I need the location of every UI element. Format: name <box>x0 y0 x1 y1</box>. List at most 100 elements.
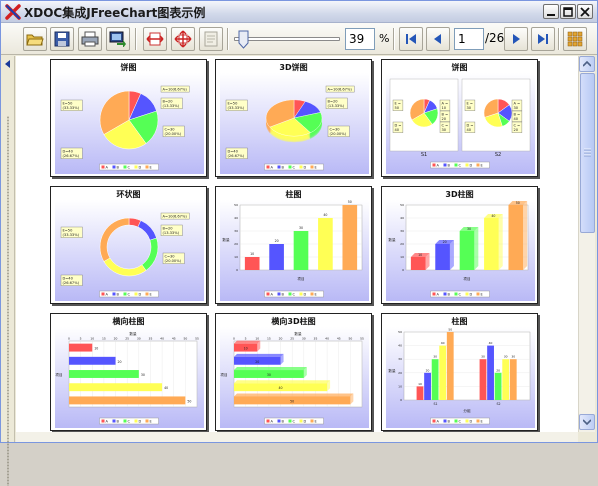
side-panel-gutter[interactable] <box>1 56 15 486</box>
chart-legend <box>264 417 324 425</box>
bar-value-label: 30 <box>299 226 303 230</box>
slice-label-box <box>60 99 83 111</box>
fit-page-button[interactable] <box>171 27 195 51</box>
splitter-grip[interactable] <box>7 116 9 486</box>
chart-thumbnail[interactable]: A=10(6.67%) B=20 (13.33%) C=30 (20.00%) D=40(… <box>50 59 207 177</box>
slice-label-text: (33.33%) <box>63 233 80 237</box>
legend-swatch <box>476 292 480 296</box>
slice-label-box <box>325 97 348 109</box>
slice-label-box <box>60 226 83 238</box>
y-tick-label: 30 <box>234 229 238 233</box>
legend-label: C <box>128 420 131 424</box>
bar-value-label: 10 <box>244 347 248 351</box>
bar-value-label: 40 <box>491 214 495 218</box>
minimize-button[interactable] <box>543 4 559 19</box>
thumbnail-title: 饼图 <box>451 63 468 72</box>
actual-size-button[interactable] <box>199 27 223 51</box>
zoom-input[interactable] <box>345 28 375 50</box>
arrow-down-icon <box>583 419 591 425</box>
scrollbar-thumb[interactable] <box>580 73 595 233</box>
grid-icon <box>567 31 583 47</box>
save-button[interactable] <box>50 27 74 51</box>
chart-thumbnail[interactable]: 0 10 20 30 40 50 数量 10 20 30 40 50 项目 A B C D E 柱图 <box>215 186 372 304</box>
bar-b <box>234 356 281 365</box>
x-axis-title: 数量 <box>129 331 137 336</box>
bar-value-label: 10 <box>94 347 98 351</box>
thumbnail-view-button[interactable] <box>563 27 587 51</box>
chart-svg: A=10(6.67%)B=20(13.33%)C=30(20.00%)D=40(… <box>55 73 204 174</box>
x-tick-label: 25 <box>125 337 129 341</box>
legend-label: A <box>271 166 274 170</box>
chart-thumbnail[interactable]: A=10(6.67%) B=20 (13.33%) C=30 (20.00%) D=40(… <box>50 186 207 304</box>
legend-swatch <box>145 419 149 423</box>
legend-label: E <box>481 164 483 168</box>
close-icon <box>580 6 590 17</box>
maximize-button[interactable] <box>560 4 576 19</box>
legend-label: B <box>282 420 285 424</box>
export-icon <box>109 31 126 47</box>
slice-label-text: (20.00%) <box>165 259 182 263</box>
slice-label-text: B=20 <box>163 99 174 103</box>
export-button[interactable] <box>106 27 130 51</box>
fit-width-button[interactable] <box>143 27 167 51</box>
next-page-button[interactable] <box>504 27 528 51</box>
slice-label-box <box>511 110 523 122</box>
horizontal-scroll-area[interactable] <box>16 432 578 442</box>
scroll-up-button[interactable] <box>579 56 595 72</box>
last-page-button[interactable] <box>531 27 555 51</box>
x-tick-label: 35 <box>149 337 153 341</box>
chart-thumbnail[interactable]: 0 10 20 30 40 50 数量 10 20 30 40 50 项目 A B C D E 3D柱图 <box>381 186 538 304</box>
bar-e <box>509 359 517 400</box>
legend-swatch <box>266 165 270 169</box>
slice-label-box <box>439 110 451 122</box>
scroll-down-button[interactable] <box>579 414 595 430</box>
legend-label: E <box>150 293 152 297</box>
bar-top <box>234 353 284 357</box>
bar-value-label: 30 <box>504 355 508 359</box>
close-button[interactable] <box>577 4 593 19</box>
slice-label-text: 30 <box>514 106 519 110</box>
chart-thumbnail[interactable]: 0 10 20 30 40 50 数量 10 20 30 40 50 S1 30 40 20 30 30 S2 分组 A… <box>381 313 538 431</box>
print-button[interactable] <box>78 27 102 51</box>
slice-label-text: C=30 <box>330 127 341 131</box>
x-tick-label: 15 <box>102 337 106 341</box>
zoom-slider-track[interactable] <box>234 37 340 41</box>
thumbnail-title: 3D柱图 <box>445 190 474 199</box>
title-bar[interactable]: XDOC集成JFreeChart图表示例 <box>1 1 597 23</box>
bar-value-label: 50 <box>448 328 452 332</box>
bar-a <box>244 257 260 270</box>
vertical-scrollbar[interactable] <box>578 56 595 432</box>
slice-label-box <box>162 252 185 264</box>
first-page-button[interactable] <box>399 27 423 51</box>
bar-side <box>350 393 354 405</box>
zoom-slider-thumb[interactable] <box>238 30 249 49</box>
y-tick-label: 10 <box>400 255 404 259</box>
legend-swatch <box>299 292 303 296</box>
chart-thumbnail[interactable]: 数量 0 5 10 15 20 25 30 35 40 45 50 55 项目 10 20 30 40 50 A B C D… <box>215 313 372 431</box>
legend-swatch <box>134 165 138 169</box>
maximize-icon <box>563 6 573 17</box>
open-button[interactable] <box>23 27 47 51</box>
legend-swatch <box>145 292 149 296</box>
x-tick-label: 0 <box>233 337 235 341</box>
bar-value-label: 10 <box>250 252 254 256</box>
bar-c <box>459 231 475 270</box>
chart-thumbnail[interactable]: S1 E = 50 A = 10 D = 40 B = 20 C = 30 S2 E = 30… <box>381 59 538 177</box>
xdoc-logo-icon <box>5 4 21 20</box>
x-tick-label: 40 <box>160 337 164 341</box>
legend-swatch <box>310 419 314 423</box>
chart-thumbnail[interactable]: A=10(6.67%) B=20 (13.33%) C=30 (20.00%) D=40(… <box>215 59 372 177</box>
previous-page-button[interactable] <box>426 27 450 51</box>
legend-label: D <box>304 293 307 297</box>
legend-swatch <box>299 419 303 423</box>
thumbnail-canvas[interactable]: A=10(6.67%) B=20 (13.33%) C=30 (20.00%) D=40(… <box>16 56 578 432</box>
legend-swatch <box>443 419 447 423</box>
chart-thumbnail[interactable]: 数量 0 5 10 15 20 25 30 35 40 45 50 55 项目 10 20 30 40 50 A B C D… <box>50 313 207 431</box>
legend-swatch <box>123 165 127 169</box>
y-tick-label: 0 <box>402 268 404 272</box>
legend-label: A <box>271 420 274 424</box>
page-number-input[interactable] <box>454 28 484 50</box>
collapse-arrow-icon[interactable] <box>4 60 12 68</box>
y-tick-label: 20 <box>234 242 238 246</box>
legend-swatch <box>432 163 436 167</box>
